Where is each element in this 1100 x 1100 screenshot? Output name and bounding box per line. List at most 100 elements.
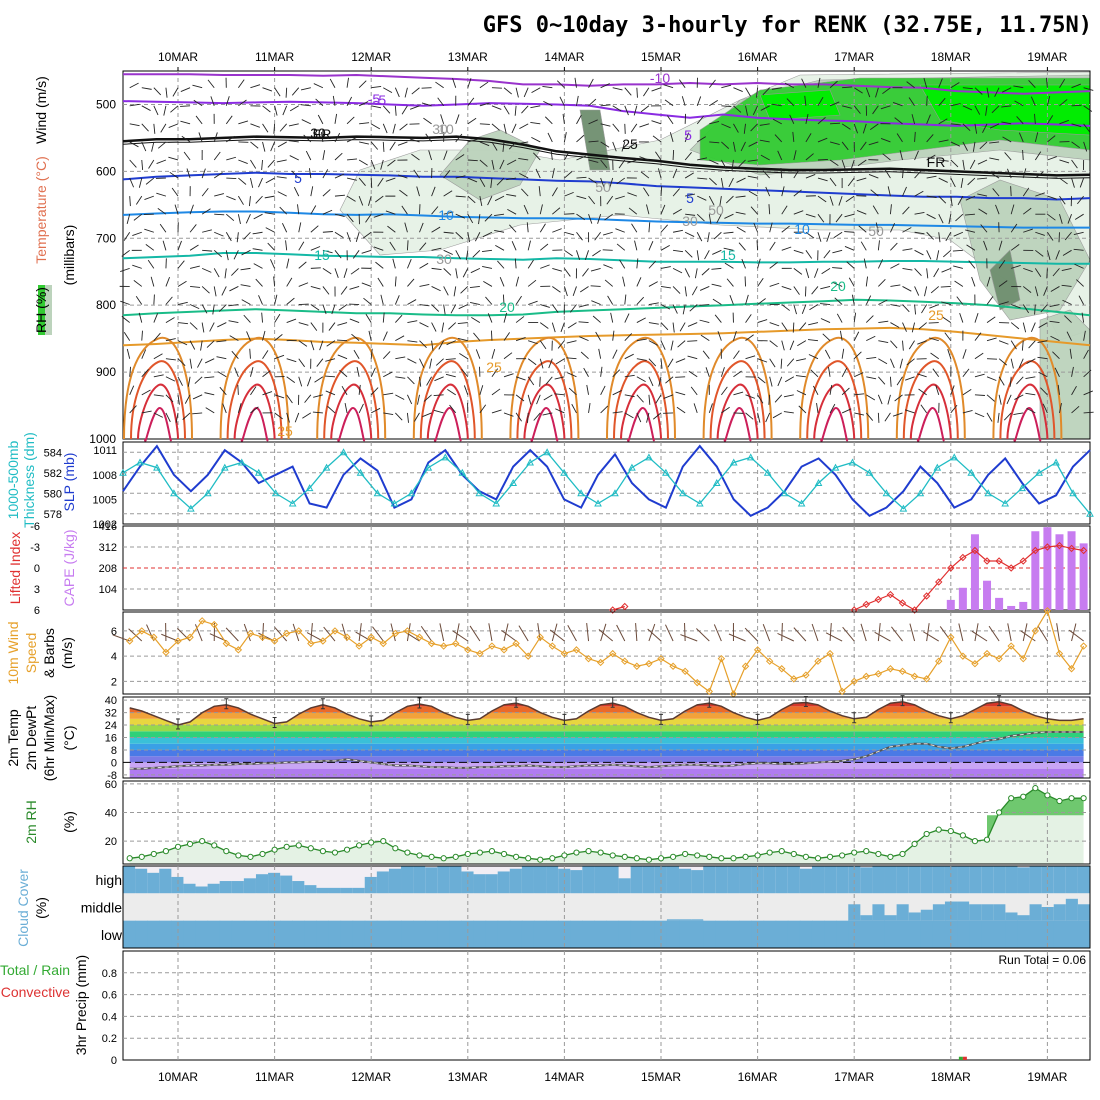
rh2m-point: [621, 853, 628, 860]
wind-barb: [771, 103, 782, 107]
cape-tick-208: 208: [99, 563, 117, 575]
wind-barb: [192, 394, 203, 400]
wind-barb: [153, 313, 159, 323]
cloud-cell: [848, 866, 861, 894]
wind-barb: [772, 412, 782, 419]
cloud-cell-bg: [630, 893, 644, 921]
wind-barb: [1050, 286, 1060, 292]
cloud-cell: [908, 920, 922, 948]
slp-tick-1008: 1008: [93, 470, 117, 482]
wind-barb: [723, 231, 734, 234]
thickness-point: [237, 458, 246, 466]
wind-barb: [908, 97, 915, 107]
cloud-cell: [207, 920, 221, 948]
cloud-cell-bg: [799, 893, 813, 921]
wind-barb: [475, 349, 481, 359]
wind-barb: [914, 268, 922, 276]
wind-barb-10m: [647, 628, 662, 642]
cloud-cell: [703, 866, 716, 894]
bottom-day-label-13MAR: 13MAR: [448, 1070, 488, 1084]
wind-barb: [717, 331, 722, 341]
temp-tick--8: -8: [107, 770, 117, 782]
wind-barb: [395, 394, 405, 400]
wind-barb: [1010, 244, 1020, 251]
wind-barb: [588, 140, 599, 143]
wind-barb: [189, 244, 199, 251]
wind-barb: [1011, 304, 1021, 309]
cloud-cell: [1041, 907, 1055, 921]
wind-barb: [858, 225, 867, 233]
wind-barb: [431, 267, 442, 270]
wind-barb: [204, 392, 215, 396]
wind-barb: [419, 262, 429, 269]
wind-barb-10m: [842, 626, 855, 642]
pressure-tick-900: 900: [96, 365, 116, 379]
wind-barb: [1001, 121, 1012, 125]
wind-barb: [1049, 320, 1060, 324]
wind-speed-point: [874, 670, 883, 678]
wind-barb: [431, 247, 442, 251]
wind-barb: [515, 316, 525, 323]
cloud-cell-bg: [739, 893, 753, 921]
wind-barb: [530, 121, 541, 125]
wind-barb: [1071, 405, 1080, 414]
cloud-cell: [328, 887, 342, 894]
wind-barb: [243, 231, 251, 240]
wind-barb: [639, 156, 650, 161]
surface-warm-contour: [992, 336, 1063, 440]
wind-barb: [672, 267, 683, 274]
cloud-cell: [606, 920, 620, 948]
wind-barb: [153, 412, 163, 418]
wind-barb: [612, 141, 617, 152]
wind-barb: [729, 294, 734, 305]
cloud-cell: [364, 920, 378, 948]
wind-barb: [559, 96, 565, 106]
wind-barb: [141, 369, 149, 378]
cloud-cell: [316, 920, 329, 948]
wind-barb-10m: [684, 623, 686, 642]
wind-barb: [182, 412, 191, 420]
wind-barb: [856, 177, 867, 182]
wind-barb: [916, 373, 927, 378]
surface-warm-contour: [509, 336, 580, 440]
wind-barb: [531, 87, 541, 94]
cloud-cell-bg: [183, 893, 197, 921]
wind-barb: [684, 132, 690, 143]
surface-warm-contour: [433, 407, 462, 442]
wind-speed-point: [572, 646, 581, 654]
ylabel-wind10-3: & Barbs: [41, 628, 57, 678]
thickness-point: [458, 468, 467, 476]
wind-barb: [854, 393, 865, 396]
cloud-cell: [352, 920, 366, 948]
wind-barb: [622, 276, 626, 287]
wind-barb: [889, 376, 892, 387]
wind-barb: [877, 240, 880, 251]
wind-tick-4: 4: [111, 651, 117, 663]
wind-barb: [469, 286, 480, 289]
cloud-cell: [957, 866, 970, 894]
wind-barb: [938, 232, 941, 243]
wind-barb: [624, 87, 632, 96]
wind-barb: [972, 141, 976, 152]
wind-speed-point: [512, 639, 520, 648]
wind-barb: [455, 154, 465, 161]
ylabel-wind10-1: 10m Wind: [5, 621, 21, 684]
wind-barb: [547, 132, 553, 143]
rh2m-point: [826, 853, 834, 860]
wind-barb: [564, 249, 573, 257]
wind-barb: [250, 177, 254, 188]
surface-warm-contour: [233, 383, 276, 440]
wind-barb: [789, 340, 795, 351]
wind-barb: [539, 223, 546, 233]
wind-barb: [569, 304, 577, 313]
panel-frame: [122, 780, 1091, 865]
wind-barb: [217, 371, 227, 378]
wind-barb: [1049, 304, 1060, 307]
wind-barb: [334, 173, 345, 179]
wind-barb: [950, 385, 955, 395]
rh2m-point: [839, 852, 846, 859]
dewpoint-line-dash: [129, 731, 1084, 770]
wind-speed-point: [608, 649, 617, 658]
wind-barb: [959, 312, 964, 323]
rh2m-point: [500, 850, 508, 858]
